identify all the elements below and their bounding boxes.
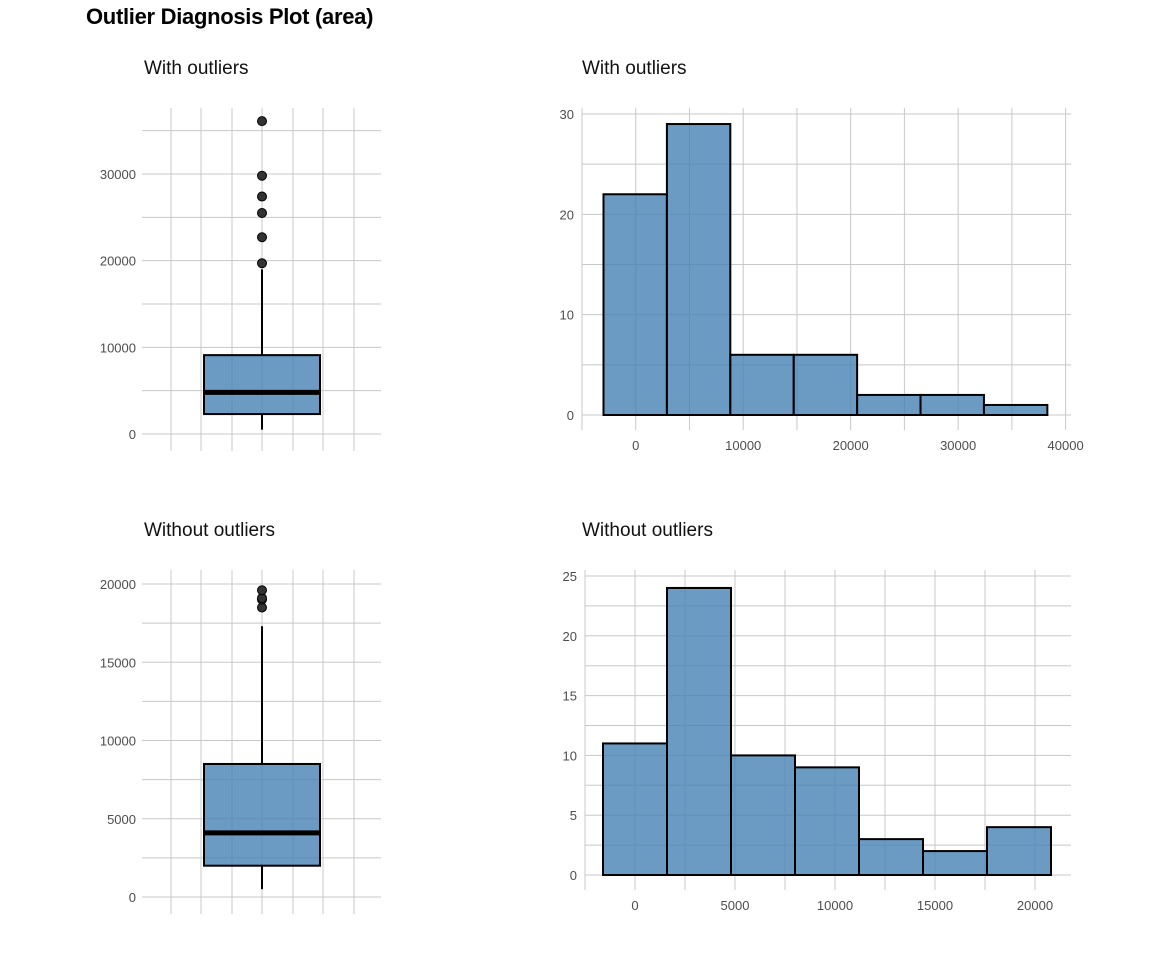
histogram-bar [794,766,860,876]
y-tick-label: 0 [567,408,574,423]
outlier-point [257,585,267,596]
x-tick-label: 30000 [940,438,976,453]
x-tick-label: 10000 [725,438,761,453]
y-tick-label: 10000 [100,734,136,749]
outlier-point [257,232,267,243]
y-tick-label: 25 [563,569,577,584]
histogram-bar [666,586,732,877]
histogram-bar [856,393,922,416]
histogram-bar [730,754,796,877]
outlier-point [257,208,267,218]
y-tick-label: 20000 [100,254,136,269]
y-tick-label: 10 [560,308,574,323]
histogram-bar [919,393,985,416]
panel-title-hist-with-outliers: With outliers [582,58,687,79]
y-tick-label: 10 [563,748,577,763]
histogram-bar [922,850,988,877]
histogram-bar [729,353,795,416]
histogram-bar [792,353,859,416]
box-iqr [203,354,321,416]
y-tick-label: 0 [129,890,136,905]
y-tick-label: 0 [570,868,577,883]
histogram-bar [665,123,732,417]
box-iqr [203,762,321,867]
x-tick-label: 0 [632,438,639,453]
y-tick-label: 20 [563,629,577,644]
outlier-point [257,593,267,604]
histogram-bar [858,838,924,876]
y-tick-label: 5000 [107,812,136,827]
outlier-point [257,170,267,181]
panel-title-box-without-outliers: Without outliers [144,520,275,541]
histogram-bar [986,826,1052,876]
histogram-bar [602,193,668,416]
outlier-point [257,116,267,127]
histogram-bar [602,742,668,876]
y-tick-label: 10000 [100,340,136,355]
y-tick-label: 15 [563,689,577,704]
y-tick-label: 15000 [100,655,136,670]
outlier-point [257,258,267,269]
x-tick-label: 5000 [721,898,750,913]
x-tick-label: 20000 [833,438,869,453]
plot-title: Outlier Diagnosis Plot (area) [86,4,374,29]
y-tick-label: 20 [560,207,574,222]
panel-title-hist-without-outliers: Without outliers [582,520,713,541]
outlier-point [257,594,267,605]
y-tick-label: 30 [560,107,574,122]
outlier-point [257,191,267,202]
y-tick-label: 20000 [100,577,136,592]
y-tick-label: 0 [129,427,136,442]
y-tick-label: 30000 [100,167,136,182]
outlier-point [257,602,267,613]
x-tick-label: 40000 [1048,438,1084,453]
x-tick-label: 20000 [1017,898,1053,913]
x-tick-label: 0 [631,898,638,913]
histogram-bar [982,403,1049,417]
y-tick-label: 5 [570,808,577,823]
x-tick-label: 10000 [817,898,853,913]
panel-title-box-with-outliers: With outliers [144,58,249,79]
x-tick-label: 15000 [917,898,953,913]
